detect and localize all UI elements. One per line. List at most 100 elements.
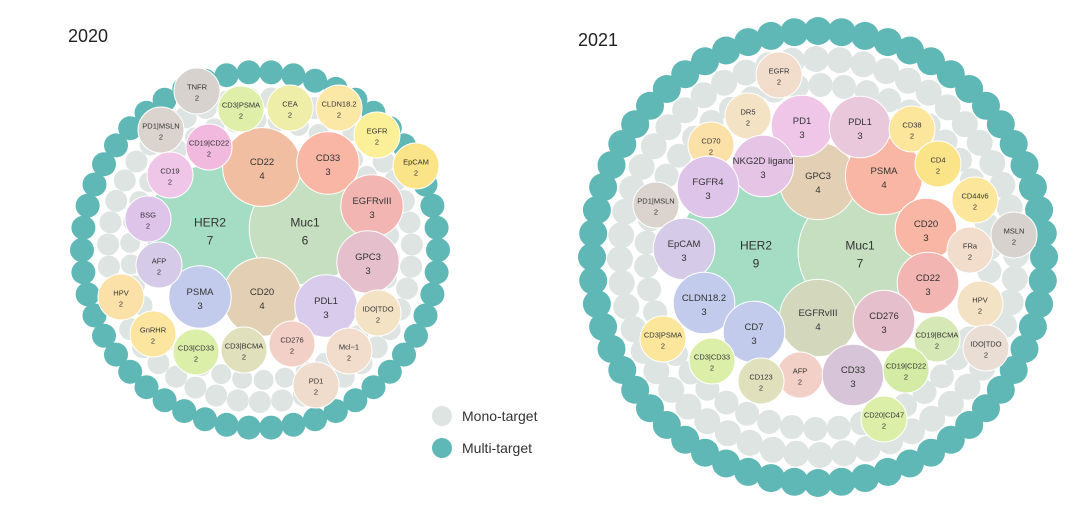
bubble-label-fra: FRa xyxy=(963,242,978,251)
bubble-cea: CEA 2 xyxy=(266,84,314,132)
bubble-msln: MSLN 2 xyxy=(990,211,1038,259)
multi-target-dot xyxy=(999,356,1028,384)
mono-target-dot xyxy=(120,254,141,275)
bubble-psma: PSMA 3 xyxy=(168,265,232,329)
multi-target-dot xyxy=(70,238,94,262)
multi-target-dot xyxy=(236,60,261,85)
mono-target-dot xyxy=(99,211,122,234)
bubble-label-msln: MSLN xyxy=(1004,227,1025,236)
mono-target-dot xyxy=(634,254,659,279)
multi-target-dot xyxy=(343,388,368,413)
bubble-bsg: BSG 2 xyxy=(124,195,172,243)
multi-target-dot xyxy=(917,47,945,76)
mono-target-dot xyxy=(826,415,851,440)
bubble-label-hpv: HPV xyxy=(113,289,128,298)
bubble-label-mcl-1: Mcl−1 xyxy=(339,343,359,352)
mono-target-dot xyxy=(105,189,128,212)
mono-target-dot xyxy=(802,46,829,72)
bubble-cd19-bcma: CD19|BCMA 2 xyxy=(913,315,961,363)
mono-target-dot xyxy=(97,233,120,256)
bubble-label-cd20-cd47: CD20|CD47 xyxy=(864,411,904,420)
mono-target-dot xyxy=(919,405,946,432)
bubble-circle-nkg2d-ligand xyxy=(731,134,795,198)
multi-target-dot xyxy=(712,449,741,478)
multi-target-dot xyxy=(303,68,327,93)
bubble-label-cd19-cd22: CD19|CD22 xyxy=(886,362,926,371)
bubble-circle-hpv xyxy=(97,273,145,321)
multi-target-dot xyxy=(152,87,177,112)
bubble-count-psma: 4 xyxy=(881,180,886,191)
bubble-label-cd20: CD20 xyxy=(250,287,274,298)
bubble-cd33: CD33 3 xyxy=(821,343,885,407)
mono-target-dot xyxy=(271,389,294,412)
mono-target-dot xyxy=(979,150,1006,177)
bubble-fra: FRa 2 xyxy=(946,226,994,274)
multi-target-dot xyxy=(671,60,700,89)
bubble-gnrhr: GnRHR 2 xyxy=(129,310,177,358)
bubble-label-pd1: PD1 xyxy=(793,116,811,127)
multi-target-dot xyxy=(597,151,626,180)
mono-target-dot xyxy=(97,255,120,278)
multi-target-dot xyxy=(82,303,107,328)
bubble-count-cd3-cd33: 2 xyxy=(710,364,714,373)
bubble-circle-fgfr4 xyxy=(676,155,740,219)
bubble-circle-bsg xyxy=(124,195,172,243)
bubble-count-afp: 2 xyxy=(157,268,161,277)
multi-target-dot xyxy=(597,334,626,363)
bubble-circle-epcam xyxy=(392,142,440,190)
bubble-circle-cd3-bcma xyxy=(220,326,268,374)
multi-target-dot xyxy=(193,407,217,432)
mono-target-dot xyxy=(807,442,834,468)
bubble-label-cd33: CD33 xyxy=(841,365,865,376)
legend-item-multi: Multi-target xyxy=(432,432,537,464)
multi-target-dot xyxy=(895,449,924,478)
multi-target-dot xyxy=(413,303,438,328)
multi-target-dot xyxy=(757,21,785,50)
bubble-circle-cd3-cd33 xyxy=(172,328,220,376)
multi-target-dot xyxy=(827,18,856,47)
mono-target-dot xyxy=(690,82,717,109)
mono-target-dot xyxy=(732,59,759,86)
bubble-egfrviii: EGFRvIII 3 xyxy=(340,174,404,238)
mono-target-dot xyxy=(759,436,786,463)
bubble-count-cd3-bcma: 2 xyxy=(242,353,246,362)
bubble-circle-pd1-msln xyxy=(632,181,680,229)
mono-target-dot xyxy=(667,143,691,168)
bubble-count-cd19: 2 xyxy=(168,178,172,187)
bubble-label-cea: CEA xyxy=(282,100,297,109)
multi-target-dot xyxy=(589,312,618,341)
bubble-circle-msln xyxy=(990,211,1038,259)
bubble-count-cldn18-2: 2 xyxy=(337,111,341,120)
bubble-count-psma: 3 xyxy=(197,301,202,312)
bubble-circle-cd19-bcma xyxy=(913,315,961,363)
bubble-label-psma: PSMA xyxy=(187,287,215,298)
multi-target-dot xyxy=(827,467,856,496)
bubble-count-cd276: 3 xyxy=(881,325,886,336)
mono-target-dot xyxy=(1001,265,1028,292)
bubble-circle-afp xyxy=(135,241,183,289)
mono-target-dot xyxy=(826,47,853,74)
bubble-count-muc1: 6 xyxy=(302,233,309,247)
mono-target-dot xyxy=(147,352,170,375)
bubble-label-cd38: CD38 xyxy=(902,121,921,130)
bubble-label-pd1-msln: PD1|MSLN xyxy=(637,197,674,206)
bubble-label-gnrhr: GnRHR xyxy=(140,326,167,335)
bubble-label-muc1: Muc1 xyxy=(845,239,875,253)
multi-target-dot xyxy=(71,260,96,285)
mono-target-dot xyxy=(966,129,993,156)
bubble-cd22: CD22 3 xyxy=(896,251,960,315)
multi-target-dot xyxy=(152,388,177,413)
bubble-label-cd19-cd22: CD19|CD22 xyxy=(189,139,229,148)
bubble-cd20-cd47: CD20|CD47 2 xyxy=(860,395,908,443)
multi-target-dot xyxy=(424,215,449,240)
panel-2020: HER27Muc16CD224CD204CD333EGFRvIII3GPC33P… xyxy=(70,60,450,440)
bubble-nkg2d-ligand: NKG2D ligand 3 xyxy=(731,134,795,198)
bubble-hpv: HPV 2 xyxy=(97,273,145,321)
multi-target-dot xyxy=(236,415,261,440)
mono-target-dot xyxy=(608,270,635,296)
bubble-label-cd3-bcma: CD3|BCMA xyxy=(225,342,264,351)
bubble-circle-egfr xyxy=(755,51,803,99)
mono-target-dot xyxy=(628,153,655,180)
multi-target-dot xyxy=(361,375,386,400)
